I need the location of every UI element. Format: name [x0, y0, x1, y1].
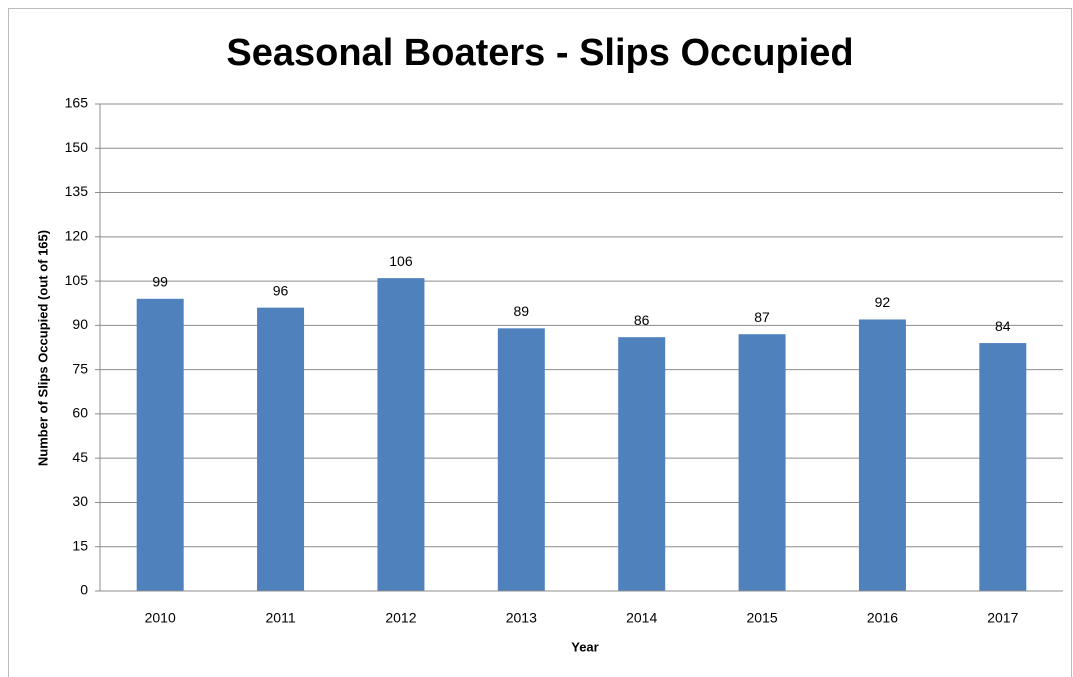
y-tick-label: 135	[65, 183, 89, 199]
x-tick-label: 2015	[746, 610, 777, 626]
x-tick-label: 2014	[626, 610, 657, 626]
chart-border	[8, 8, 1072, 677]
y-tick-label: 165	[65, 95, 89, 111]
data-label: 87	[754, 309, 770, 325]
y-tick-label: 45	[72, 449, 88, 465]
y-tick-label: 0	[80, 582, 88, 598]
bar	[377, 278, 425, 591]
y-tick-label: 105	[65, 272, 89, 288]
data-label: 92	[875, 294, 891, 310]
y-tick-label: 120	[65, 228, 89, 244]
x-tick-label: 2013	[506, 610, 537, 626]
x-tick-label: 2011	[266, 610, 296, 626]
x-tick-label: 2012	[385, 610, 416, 626]
x-tick-label: 2016	[867, 610, 898, 626]
y-tick-label: 30	[72, 493, 88, 509]
data-label: 96	[273, 282, 289, 298]
data-label: 106	[389, 253, 413, 269]
data-label: 89	[514, 303, 530, 319]
y-tick-label: 90	[72, 316, 88, 332]
y-tick-label: 15	[72, 537, 88, 553]
y-axis-label: Number of Slips Occupied (out of 165)	[35, 230, 50, 466]
data-label: 84	[995, 318, 1011, 334]
chart-title: Seasonal Boaters - Slips Occupied	[226, 32, 853, 74]
y-tick-label: 60	[72, 405, 88, 421]
data-label: 99	[152, 274, 168, 290]
bar	[497, 328, 545, 591]
x-tick-label: 2017	[987, 610, 1018, 626]
x-tick-label: 2010	[145, 610, 176, 626]
bar	[738, 334, 786, 591]
bar	[858, 319, 906, 591]
bar	[618, 337, 666, 591]
bar	[257, 307, 305, 591]
bar	[136, 298, 184, 591]
bar	[979, 343, 1027, 591]
x-axis-label: Year	[571, 639, 598, 654]
y-tick-label: 75	[72, 360, 88, 376]
y-tick-label: 150	[65, 139, 89, 155]
data-label: 86	[634, 312, 650, 328]
